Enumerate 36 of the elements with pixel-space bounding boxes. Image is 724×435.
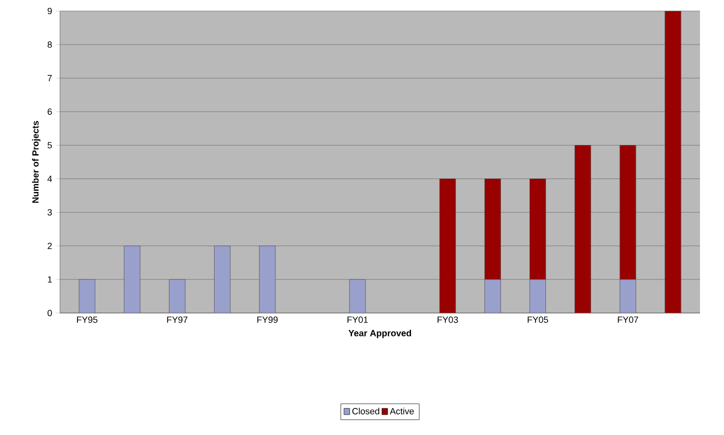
x-tick-label: FY07 [618, 316, 638, 323]
x-tick-label: FY99 [257, 316, 278, 323]
bar [79, 279, 96, 313]
x-tick-label: FY03 [438, 316, 458, 323]
y-axis-title: Number of Projects [32, 121, 40, 203]
x-tick-label: FY01 [347, 316, 368, 323]
bar [124, 246, 140, 313]
bar [574, 145, 591, 313]
bar [664, 11, 682, 313]
bar [484, 279, 501, 313]
bar [214, 246, 230, 313]
bar [530, 279, 546, 313]
bar [620, 145, 636, 280]
bar [169, 279, 186, 313]
legend-label: Closed [352, 408, 380, 414]
bar [259, 246, 276, 313]
bar [440, 178, 456, 313]
y-tick-label: 2 [48, 242, 52, 250]
y-tick-label: 1 [48, 276, 52, 283]
bar [484, 178, 501, 280]
x-tick-label: FY95 [77, 316, 98, 323]
bar [530, 178, 546, 280]
y-tick-label: 4 [47, 176, 52, 182]
bar [349, 279, 366, 313]
x-tick-label: FY05 [528, 316, 548, 323]
y-tick-label: 8 [48, 41, 52, 48]
y-tick-label: 0 [48, 310, 52, 316]
legend-label: Active [390, 408, 414, 414]
y-tick-label: 3 [48, 209, 52, 216]
y-tick-label: 9 [48, 8, 52, 14]
bar [620, 279, 636, 313]
x-axis-title: Year Approved [348, 330, 412, 338]
x-tick-label: FY97 [167, 316, 188, 323]
y-tick-label: 5 [48, 142, 52, 148]
y-tick-label: 6 [48, 108, 52, 115]
y-tick-label: 7 [48, 75, 52, 82]
